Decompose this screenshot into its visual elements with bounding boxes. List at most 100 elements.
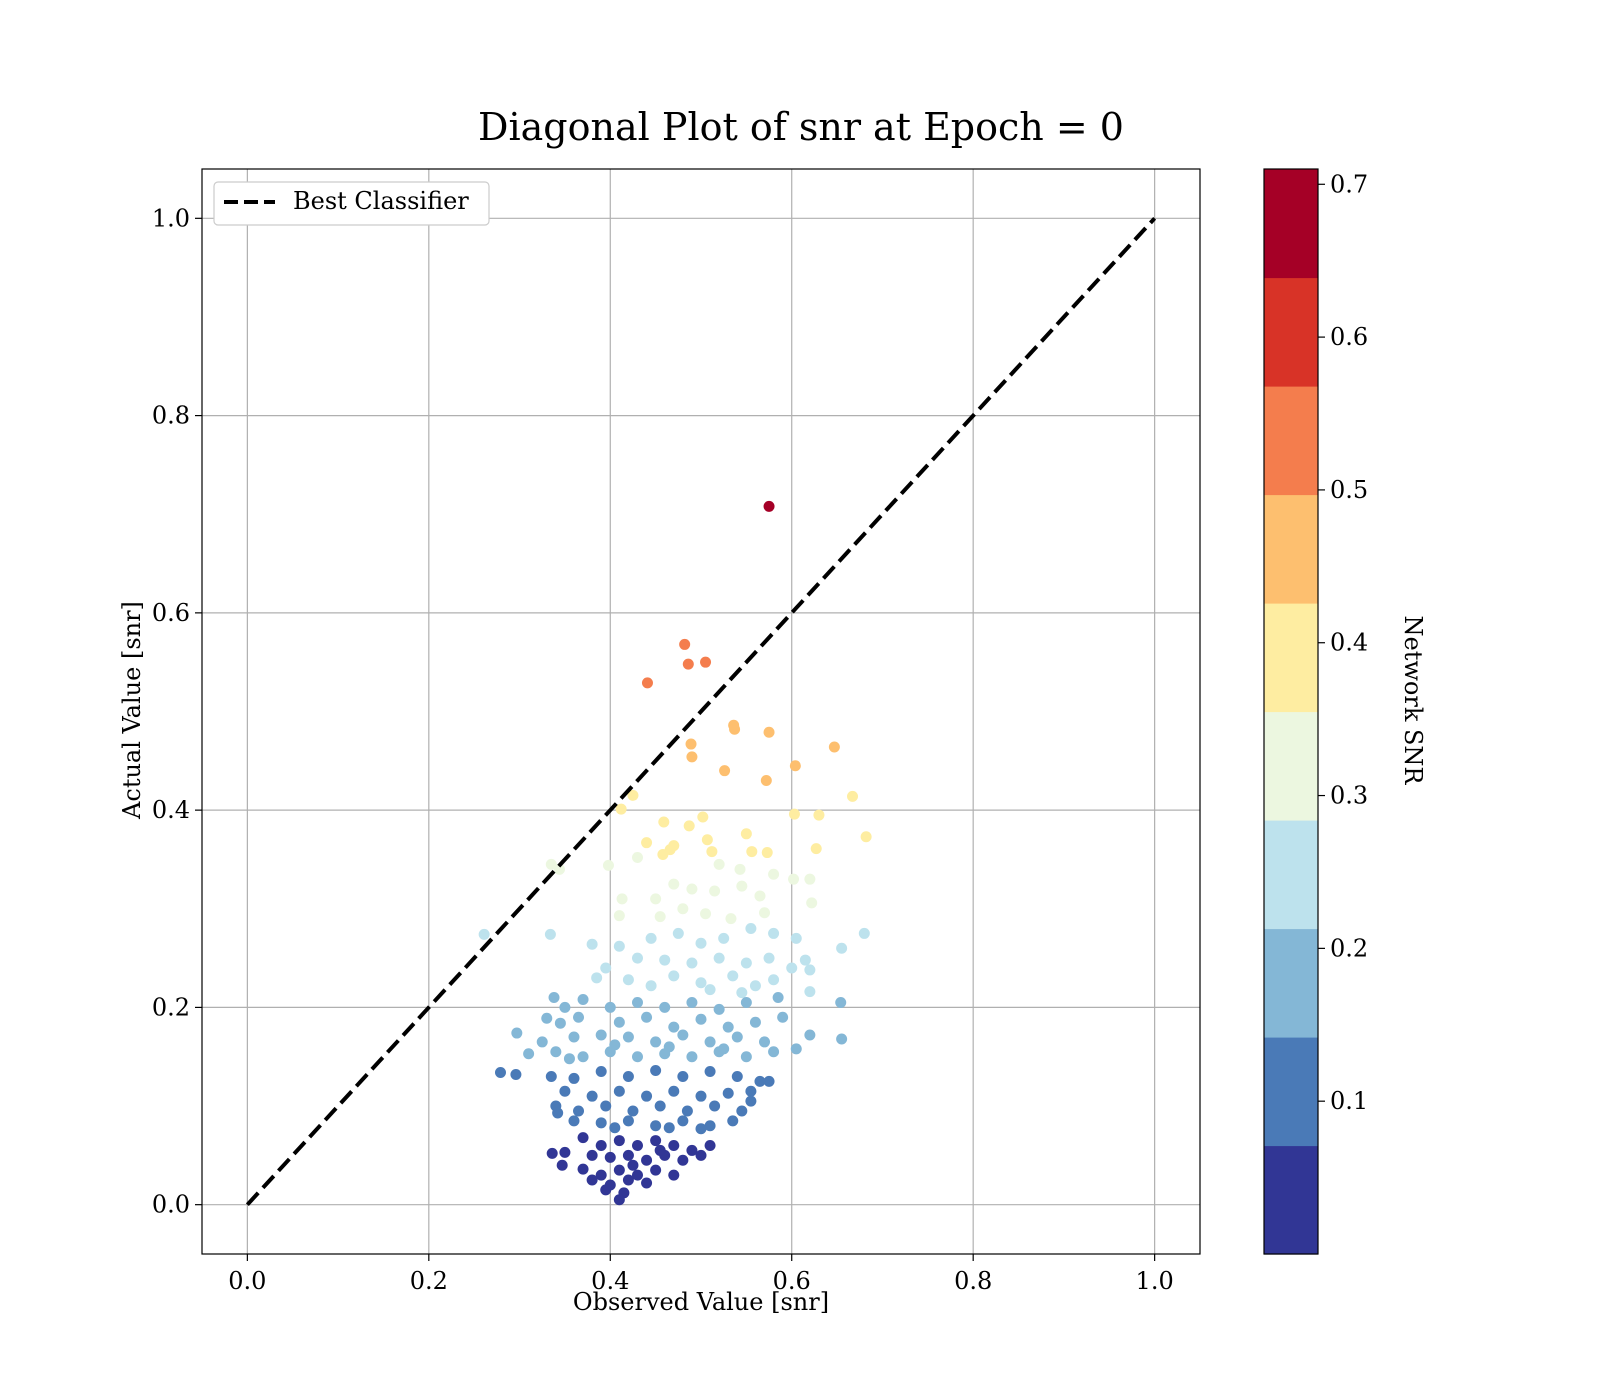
data-point (595, 1029, 607, 1041)
colorbar-band (1264, 928, 1318, 1038)
data-point (645, 932, 657, 944)
data-point (790, 932, 802, 944)
colorbar-tick-label: 0.5 (1330, 476, 1368, 504)
data-point (559, 1085, 571, 1097)
colorbar-band (1264, 494, 1318, 604)
y-tick-label: 0.2 (152, 993, 190, 1021)
data-point (641, 837, 653, 849)
y-tick-label: 1.0 (152, 204, 190, 232)
colorbar-label: Network SNR (1399, 616, 1427, 786)
data-point (695, 1090, 707, 1102)
data-point (736, 987, 748, 999)
data-point (658, 816, 670, 828)
data-point (622, 1070, 634, 1082)
data-point (768, 868, 780, 880)
colorbar-frame (1263, 168, 1319, 1255)
data-point (804, 986, 816, 998)
data-point (788, 873, 800, 885)
data-point (541, 1012, 553, 1024)
plot-area: 0.0 0.2 0.4 0.6 0.8 1.0 0.0 0.2 0.4 0.6 0.8 1.0 (152, 168, 1201, 1295)
data-point (650, 1120, 662, 1132)
y-tick-label: 0.6 (152, 599, 190, 627)
data-point (595, 1066, 607, 1078)
data-point (804, 964, 816, 976)
data-point (804, 873, 816, 885)
data-point (523, 1048, 535, 1060)
data-point (654, 1144, 666, 1156)
data-point (573, 1105, 585, 1117)
colorbar-band (1264, 386, 1318, 496)
data-point (704, 1066, 716, 1078)
data-point (788, 808, 800, 820)
x-tick-label: 0.0 (228, 1267, 266, 1295)
data-point (729, 723, 741, 735)
data-point (761, 847, 773, 859)
data-point (604, 1151, 616, 1163)
data-point (686, 883, 698, 895)
best-classifier-line (245, 216, 1157, 1207)
data-point (536, 1036, 548, 1048)
data-point (700, 656, 712, 668)
data-point (577, 994, 589, 1006)
data-point (763, 500, 775, 512)
data-point (746, 846, 758, 858)
data-point (786, 962, 798, 974)
data-point (627, 1159, 639, 1171)
data-point (759, 907, 771, 919)
colorbar-band (1264, 820, 1318, 930)
data-point (559, 1001, 571, 1013)
colorbar-tick-label: 0.3 (1330, 782, 1368, 810)
data-point (600, 962, 612, 974)
x-axis-ticks: 0.0 0.2 0.4 0.6 0.8 1.0 (228, 1254, 1174, 1295)
data-point (686, 1144, 698, 1156)
colorbar-tick-label: 0.1 (1330, 1087, 1368, 1115)
data-point (602, 859, 614, 871)
data-point (677, 903, 689, 915)
data-point (686, 996, 698, 1008)
data-point (677, 1115, 689, 1127)
data-point (668, 1085, 680, 1097)
data-point (763, 1075, 775, 1087)
data-point (736, 1105, 748, 1117)
data-point (553, 863, 565, 875)
colorbar-tick-label: 0.2 (1330, 934, 1368, 962)
data-point (631, 952, 643, 964)
data-point (679, 638, 691, 650)
data-point (754, 890, 766, 902)
data-point (546, 1147, 558, 1159)
data-point (695, 977, 707, 989)
x-tick-label: 1.0 (1136, 1267, 1174, 1295)
colorbar-band (1264, 277, 1318, 387)
data-point (704, 1120, 716, 1132)
scatter-points (478, 500, 872, 1206)
data-point (686, 957, 698, 969)
data-point (768, 1046, 780, 1058)
data-point (719, 765, 731, 777)
data-point (722, 1021, 734, 1033)
data-point (700, 908, 712, 920)
data-point (740, 996, 752, 1008)
data-point (663, 1041, 675, 1053)
data-point (695, 937, 707, 949)
data-point (799, 954, 811, 966)
data-point (731, 1031, 743, 1043)
data-point (683, 820, 695, 832)
data-point (622, 1174, 634, 1186)
data-point (545, 1070, 557, 1082)
data-point (627, 1105, 639, 1117)
colorbar-tick-label: 0.7 (1330, 170, 1368, 198)
data-point (600, 1184, 612, 1196)
data-point (631, 996, 643, 1008)
data-point (641, 677, 653, 689)
data-point (760, 775, 772, 787)
data-point (763, 952, 775, 964)
colorbar-band (1264, 1145, 1318, 1255)
data-point (563, 1053, 575, 1065)
data-point (613, 1085, 625, 1097)
data-point (749, 1016, 761, 1028)
data-point (659, 954, 671, 966)
data-point (600, 1100, 612, 1112)
data-point (650, 893, 662, 905)
data-point (790, 1043, 802, 1055)
data-point (734, 863, 746, 875)
